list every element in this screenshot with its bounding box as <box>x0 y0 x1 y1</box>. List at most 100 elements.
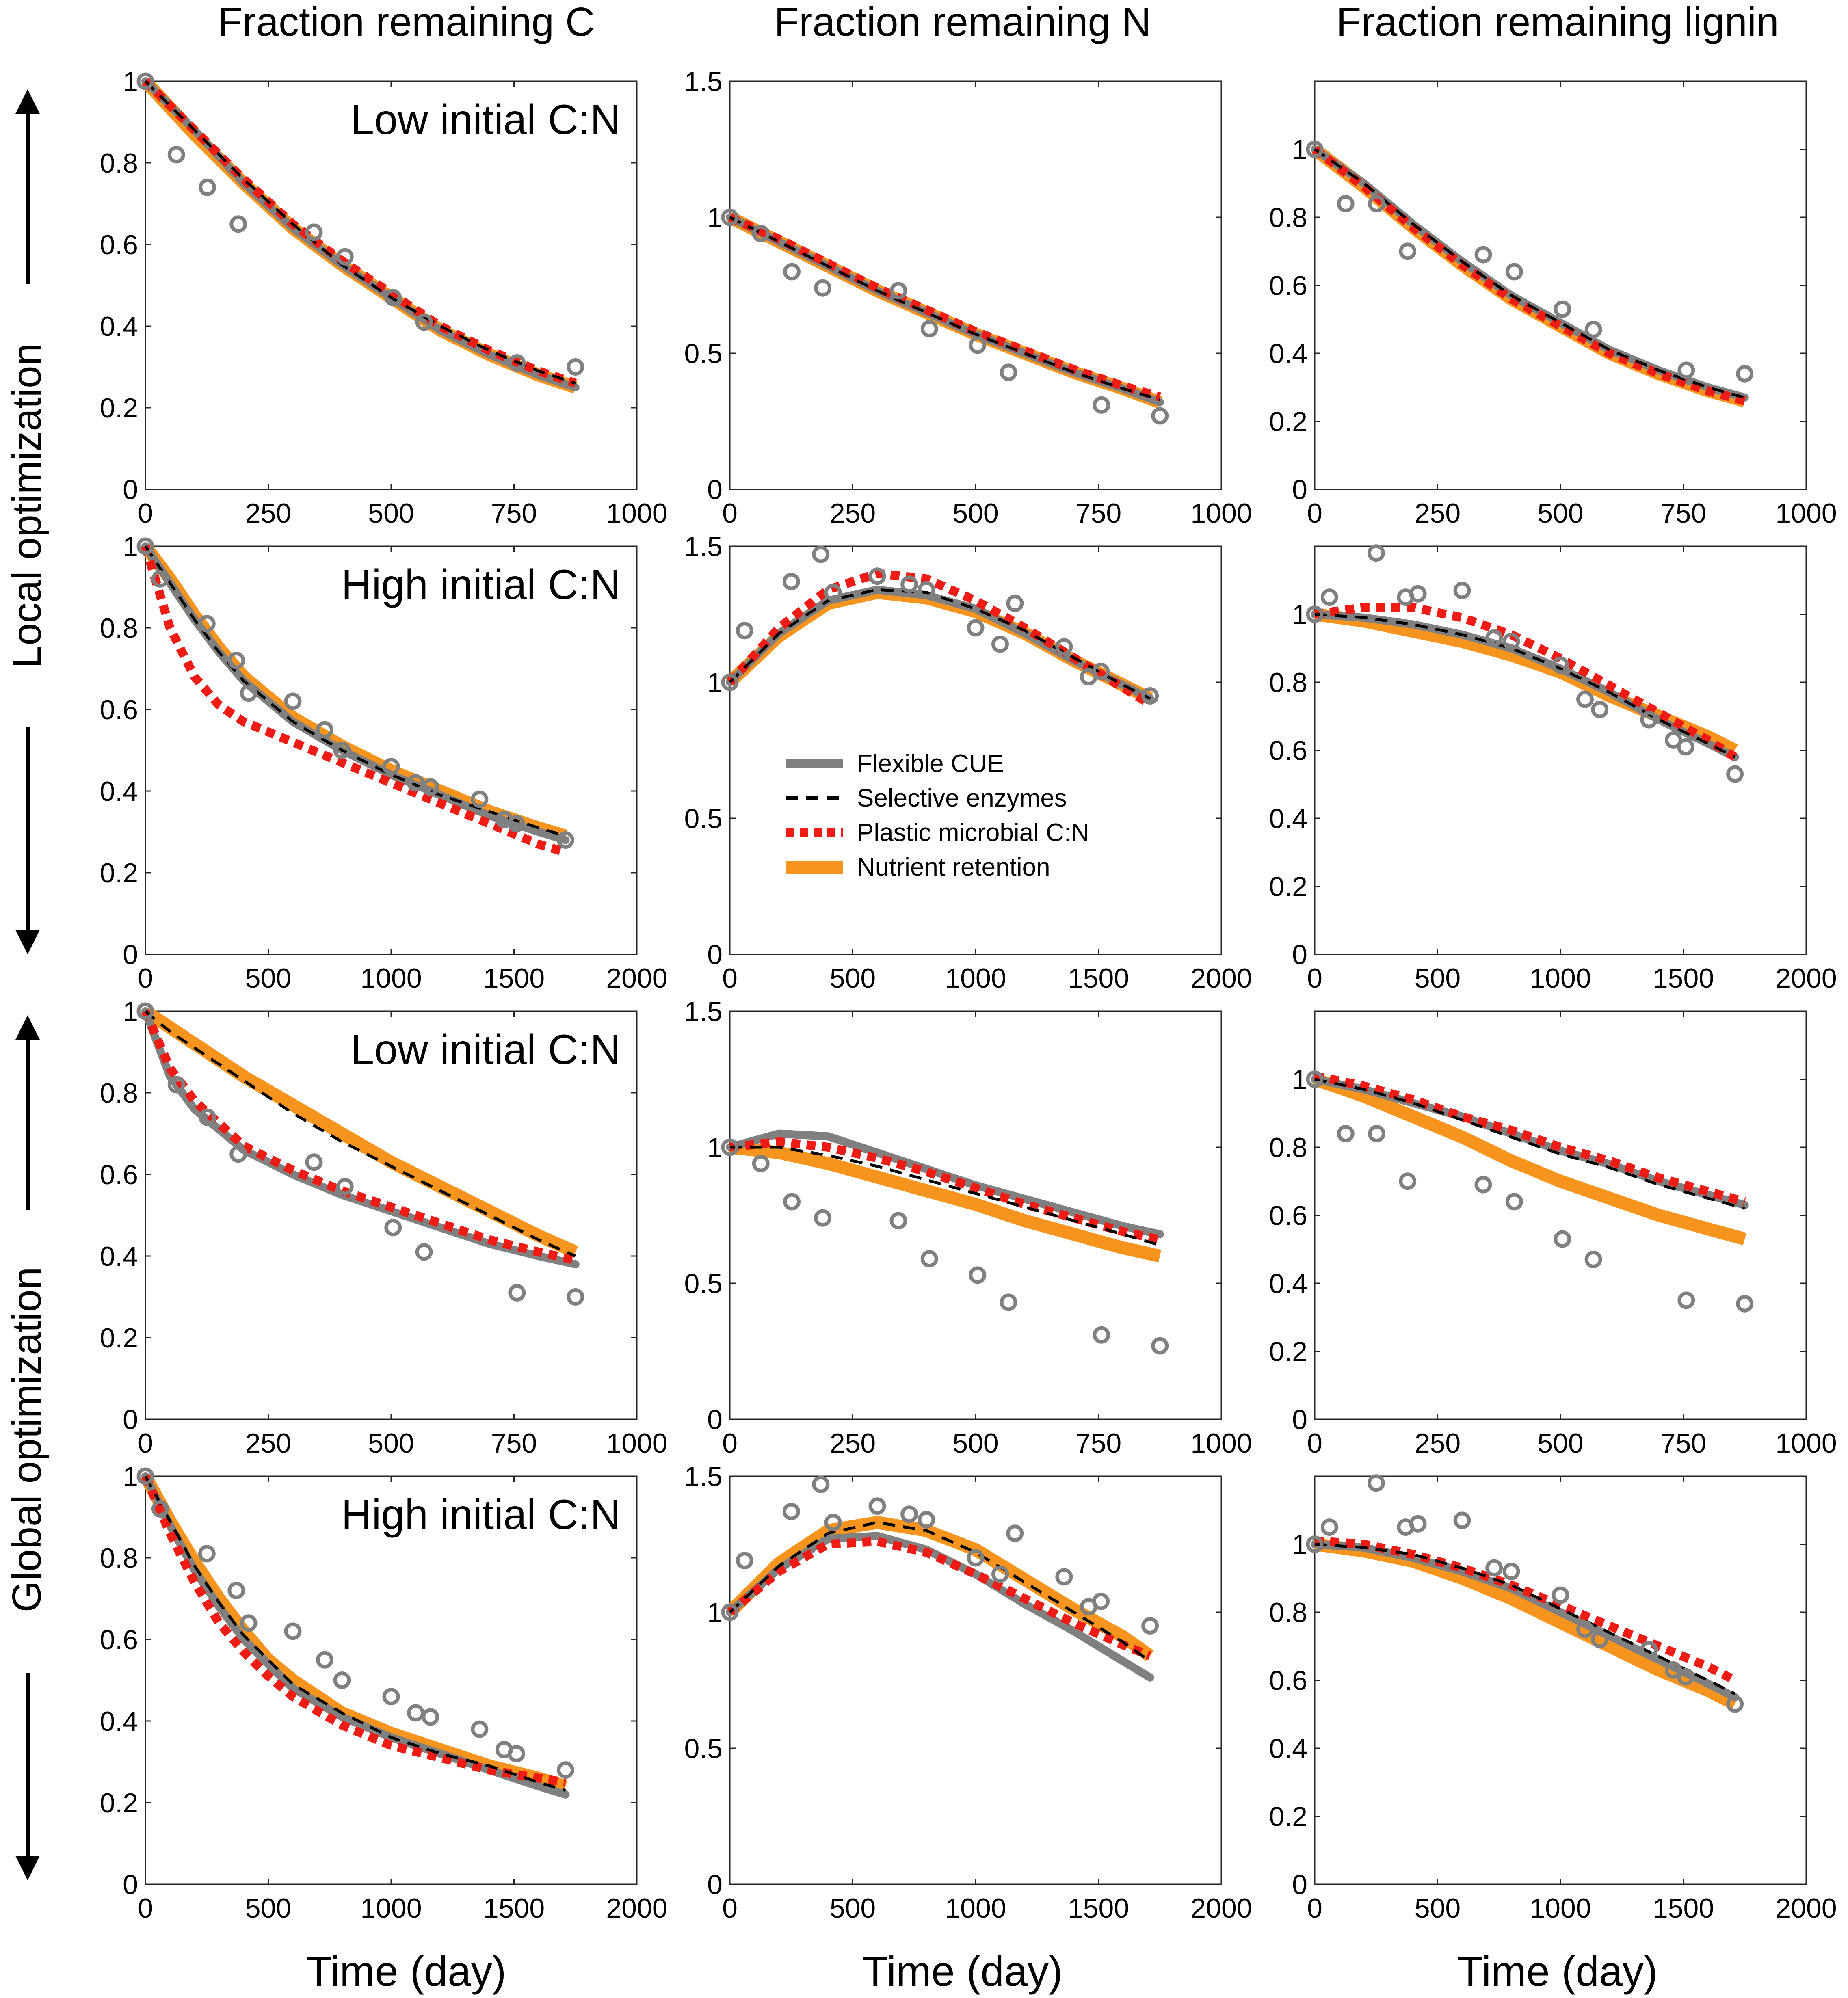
axes-frame <box>1314 1475 1807 1885</box>
observation-point <box>508 815 525 832</box>
legend-item-selective-enzymes: Selective enzymes <box>786 784 1067 812</box>
x-tick-label: 250 <box>1415 498 1461 529</box>
observation-point <box>167 1076 185 1094</box>
observation-point <box>1554 300 1571 318</box>
observation-point <box>557 831 574 849</box>
y-tick-label: 0 <box>1292 474 1307 505</box>
y-tick-label: 0.4 <box>100 776 138 807</box>
legend-item-flexible-cue: Flexible CUE <box>786 750 1004 778</box>
series-line-selective-enzymes <box>1314 1078 1745 1210</box>
y-tick-label: 0.4 <box>1269 1733 1307 1764</box>
x-tick-label: 750 <box>491 498 537 529</box>
y-tick-label: 0.5 <box>684 1268 723 1299</box>
x-tick-label: 0 <box>138 963 153 994</box>
y-tick-label: 0.8 <box>1269 1597 1307 1628</box>
observation-point <box>1505 263 1523 281</box>
y-tick-label: 0.8 <box>100 148 138 179</box>
x-tick-label: 1500 <box>1653 1893 1714 1924</box>
observation-point <box>198 1545 216 1563</box>
y-tick-label: 0.8 <box>100 613 138 644</box>
y-tick-label: 1 <box>1292 599 1307 630</box>
y-tick-label: 1 <box>1292 1064 1307 1095</box>
y-tick-label: 0.8 <box>1269 667 1307 698</box>
x-tick-label: 500 <box>1415 963 1461 994</box>
series-line-nutrient-retention <box>142 1005 578 1258</box>
observation-point <box>1677 1668 1695 1686</box>
legend-item-nutrient-retention: Nutrient retention <box>786 853 1050 881</box>
x-tick-label: 1000 <box>360 963 422 994</box>
series-line-nutrient-retention <box>1314 608 1738 756</box>
observation-point <box>1640 1641 1658 1659</box>
x-tick-label: 1000 <box>1190 498 1252 529</box>
observation-point <box>471 1720 489 1738</box>
observation-point <box>1306 1535 1324 1553</box>
observation-point <box>1368 195 1385 212</box>
observation-point <box>1584 1250 1602 1268</box>
observation-point <box>1726 1695 1744 1713</box>
y-tick-label: 1 <box>123 531 138 562</box>
observation-point <box>422 778 439 796</box>
observation-point <box>333 1671 351 1689</box>
observation-point <box>198 615 216 633</box>
observation-point <box>1591 1630 1609 1648</box>
observation-point <box>1576 690 1594 708</box>
series-line-plastic-microbial <box>727 1537 1152 1660</box>
series-line-nutrient-retention <box>1311 144 1747 407</box>
observation-point <box>889 1212 907 1230</box>
x-tick-label: 1500 <box>483 963 545 994</box>
observation-point <box>752 1155 770 1172</box>
observation-point <box>1677 1291 1695 1309</box>
y-tick-label: 0.5 <box>684 1733 723 1764</box>
observation-point <box>969 336 987 354</box>
observation-point <box>336 248 354 266</box>
observation-point <box>199 178 216 196</box>
x-tick-label: 1500 <box>1068 1893 1129 1924</box>
panel-label: High initial C:N <box>341 1491 621 1538</box>
series-line-flexible-cue <box>726 1129 1164 1239</box>
observation-point <box>240 684 258 702</box>
series-line-plastic-microbial <box>1312 145 1746 405</box>
panel-r3-c1: 0 250 500 750 1000 0 0.2 0.4 0.6 0.8 1 Low initial … <box>100 996 667 1459</box>
series-line-flexible-cue <box>1311 145 1749 402</box>
observation-point <box>151 1500 169 1518</box>
observation-point <box>752 225 770 242</box>
observation-point <box>918 1511 935 1529</box>
observation-point <box>407 1704 424 1722</box>
y-tick-label: 0.4 <box>100 1706 138 1737</box>
y-tick-label: 0.8 <box>100 1543 138 1574</box>
observation-point <box>336 1178 354 1196</box>
x-tick-label: 1000 <box>945 1893 1006 1924</box>
observation-point <box>1055 638 1073 656</box>
x-tick-label: 2000 <box>606 963 667 994</box>
y-tick-label: 1 <box>707 1132 723 1163</box>
series-line-plastic-microbial <box>142 78 577 388</box>
observation-point <box>284 692 302 710</box>
panel-r1-c3: 0 250 500 750 1000 0 0.2 0.4 0.6 0.8 1 <box>1269 80 1837 529</box>
observation-point <box>782 573 800 590</box>
x-tick-label: 0 <box>1307 498 1322 529</box>
x-axis-label-lignin: Time (day) <box>1457 1948 1658 1995</box>
observation-point <box>384 289 402 307</box>
observation-point <box>316 721 334 739</box>
y-tick-label: 0 <box>707 1404 723 1435</box>
observation-point <box>1093 396 1110 414</box>
x-tick-label: 1500 <box>1068 963 1129 994</box>
series-line-selective-enzymes <box>729 1521 1151 1663</box>
observation-point <box>1055 1568 1073 1586</box>
y-tick-label: 0.4 <box>100 311 138 342</box>
x-tick-label: 250 <box>830 498 876 529</box>
y-tick-label: 0.8 <box>100 1078 138 1109</box>
observation-point <box>920 320 938 338</box>
observation-point <box>812 545 830 563</box>
observation-point <box>227 651 245 669</box>
y-tick-label: 1.5 <box>684 1461 723 1492</box>
x-tick-label: 500 <box>952 1428 998 1459</box>
series-line-nutrient-retention <box>1314 1537 1738 1710</box>
x-tick-label: 0 <box>138 1893 153 1924</box>
observation-point <box>407 774 424 792</box>
x-tick-label: 0 <box>1307 963 1322 994</box>
observation-point <box>721 673 739 691</box>
observation-point <box>136 1467 154 1485</box>
x-tick-label: 750 <box>1660 1428 1706 1459</box>
axes-frame <box>1314 80 1807 490</box>
